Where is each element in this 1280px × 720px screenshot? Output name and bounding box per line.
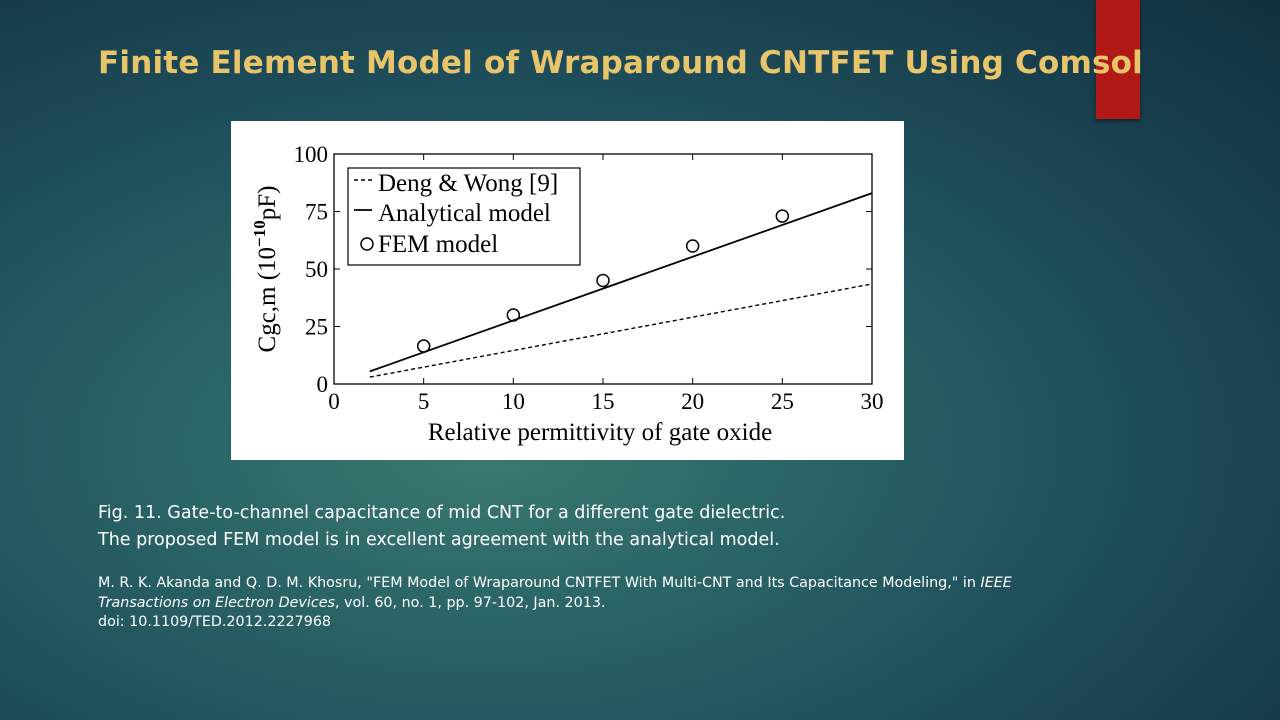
- legend-box: [347, 167, 581, 266]
- x-tick-label: 10: [502, 389, 525, 414]
- x-tick-label: 30: [861, 389, 884, 414]
- x-tick-label: 0: [328, 389, 340, 414]
- fem-model-point: [416, 339, 431, 353]
- legend-marker-fem: [360, 237, 374, 251]
- figure-panel: 0 5 10 15 20 25 30 0 25 50 75 100 Relative permittiv…: [231, 121, 904, 460]
- legend-label: Analytical model: [378, 200, 551, 227]
- accent-bar: [1096, 0, 1140, 119]
- y-axis-label: Cgc,m (10−10pF): [250, 186, 281, 353]
- y-axis-label-unit: pF): [254, 186, 281, 221]
- citation-authors-title: M. R. K. Akanda and Q. D. M. Khosru, "FE…: [98, 575, 981, 591]
- figure-caption: Fig. 11. Gate-to-channel capacitance of …: [98, 500, 1098, 554]
- capacitance-chart: 0 5 10 15 20 25 30 0 25 50 75 100 Relative permittiv…: [250, 142, 884, 446]
- fem-model-point: [685, 239, 700, 253]
- y-axis-label-exponent: −10: [250, 220, 269, 247]
- y-axis-label-main: Cgc,m (10: [254, 247, 281, 353]
- citation-doi: doi: 10.1109/TED.2012.2227968: [98, 614, 332, 630]
- caption-line-1: Fig. 11. Gate-to-channel capacitance of …: [98, 503, 786, 523]
- y-tick-label: 100: [294, 142, 329, 167]
- citation: M. R. K. Akanda and Q. D. M. Khosru, "FE…: [98, 574, 1098, 633]
- x-tick-label: 20: [681, 389, 704, 414]
- x-axis-label: Relative permittivity of gate oxide: [428, 419, 772, 446]
- legend-label: Deng & Wong [9]: [378, 170, 558, 197]
- analytical-model-line: [369, 192, 873, 373]
- y-tick-label: 25: [305, 315, 328, 340]
- x-tick-label: 25: [771, 389, 794, 414]
- y-tick-label: 75: [305, 200, 328, 225]
- y-tick-label: 0: [317, 372, 329, 397]
- fem-model-point: [506, 308, 521, 322]
- caption-line-2: The proposed FEM model is in excellent a…: [98, 530, 780, 550]
- fem-model-point: [596, 273, 610, 288]
- fem-model-point: [775, 209, 790, 223]
- legend-label: FEM model: [378, 231, 498, 258]
- citation-volume-pages: , vol. 60, no. 1, pp. 97-102, Jan. 2013.: [334, 594, 606, 611]
- x-tick-label: 5: [418, 389, 430, 414]
- x-tick-label: 15: [592, 389, 615, 414]
- y-tick-label: 50: [305, 257, 328, 282]
- deng-wong-line: [369, 283, 873, 378]
- slide-title: Finite Element Model of Wraparound CNTFE…: [98, 45, 1143, 81]
- citation-journal: IEEE Transactions on Electron Devices: [98, 575, 1012, 611]
